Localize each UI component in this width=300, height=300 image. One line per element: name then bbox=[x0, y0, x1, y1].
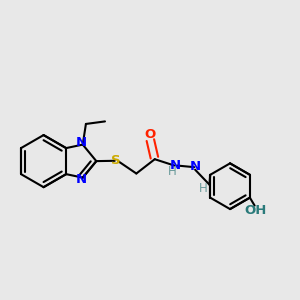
Text: N: N bbox=[75, 173, 86, 186]
Text: OH: OH bbox=[244, 203, 266, 217]
Text: N: N bbox=[75, 136, 86, 149]
Text: N: N bbox=[190, 160, 201, 173]
Text: H: H bbox=[167, 165, 176, 178]
Text: O: O bbox=[144, 128, 155, 141]
Text: S: S bbox=[111, 154, 121, 167]
Text: H: H bbox=[199, 182, 208, 195]
Text: N: N bbox=[170, 159, 181, 172]
